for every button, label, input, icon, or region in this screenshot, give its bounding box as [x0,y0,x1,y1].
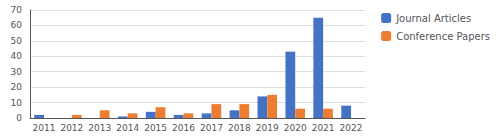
svg-text:60: 60 [11,20,23,30]
svg-text:0: 0 [16,113,22,123]
svg-text:2019: 2019 [256,123,279,133]
svg-text:20: 20 [11,82,23,92]
svg-text:2014: 2014 [116,123,139,133]
svg-text:2011: 2011 [33,123,56,133]
svg-text:Journal Articles: Journal Articles [395,13,471,24]
svg-text:10: 10 [11,98,23,108]
svg-text:2016: 2016 [172,123,195,133]
svg-text:30: 30 [11,67,23,77]
svg-text:2015: 2015 [144,123,167,133]
svg-text:Conference Papers: Conference Papers [396,31,490,42]
svg-text:2021: 2021 [312,123,335,133]
svg-text:2013: 2013 [88,123,111,133]
svg-text:50: 50 [11,36,23,46]
svg-text:2017: 2017 [200,123,223,133]
svg-text:2012: 2012 [60,123,83,133]
svg-text:2018: 2018 [228,123,251,133]
svg-text:2022: 2022 [340,123,363,133]
svg-text:40: 40 [11,51,23,61]
svg-text:70: 70 [11,5,23,15]
svg-text:2020: 2020 [284,123,307,133]
